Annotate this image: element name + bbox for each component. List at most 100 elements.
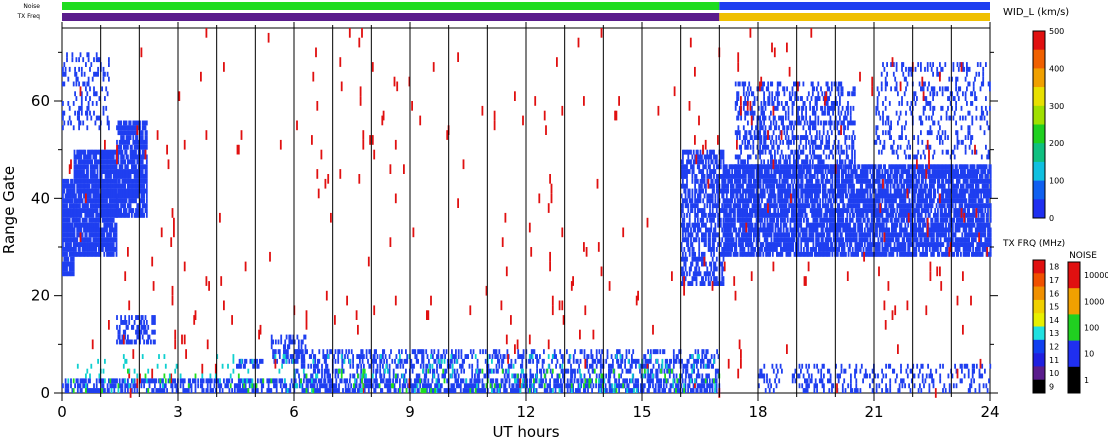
- data-cell: [139, 320, 141, 325]
- data-cell: [391, 358, 394, 364]
- data-cell: [375, 373, 377, 379]
- data-cell: [758, 227, 761, 233]
- data-cell: [434, 358, 437, 364]
- data-cell: [819, 217, 822, 223]
- data-cell: [732, 174, 735, 179]
- data-cell: [753, 198, 755, 204]
- data-cell: [139, 203, 141, 209]
- data-cell: [197, 378, 200, 384]
- data-cell: [498, 363, 501, 369]
- data-cell: [801, 203, 804, 209]
- data-cell: [715, 164, 718, 170]
- data-cell: [121, 139, 124, 145]
- data-cell: [746, 242, 748, 247]
- data-cell: [110, 174, 112, 179]
- data-cell: [120, 169, 122, 174]
- data-cell: [691, 232, 694, 238]
- data-cell: [274, 349, 277, 355]
- data-cell: [140, 154, 143, 160]
- data-cell: [831, 212, 834, 218]
- data-cell: [789, 203, 792, 209]
- data-cell: [714, 368, 717, 374]
- data-cell: [688, 188, 691, 194]
- data-cell: [605, 373, 608, 379]
- data-cell: [799, 203, 801, 209]
- data-cell: [721, 174, 724, 179]
- data-cell: [649, 358, 652, 364]
- data-cell: [769, 247, 771, 252]
- data-cell: [649, 349, 652, 355]
- data-cell: [71, 212, 74, 218]
- data-cell: [766, 251, 769, 257]
- data-cell: [711, 188, 714, 194]
- data-cell: [304, 334, 307, 340]
- data-cell: [759, 193, 762, 199]
- data-cell: [235, 383, 237, 389]
- data-cell: [722, 266, 725, 272]
- data-cell: [267, 378, 270, 384]
- data-cell: [118, 139, 121, 145]
- data-cell: [739, 193, 742, 199]
- data-cell: [739, 227, 742, 233]
- data-cell: [63, 222, 66, 228]
- data-cell: [705, 261, 707, 267]
- data-cell: [762, 208, 765, 213]
- data-cell: [721, 154, 724, 160]
- data-cell: [476, 358, 479, 364]
- data-cell: [477, 383, 480, 389]
- data-cell: [74, 71, 76, 77]
- data-cell: [85, 86, 87, 92]
- data-cell: [160, 388, 163, 393]
- data-cell: [63, 81, 66, 87]
- data-cell: [668, 363, 671, 369]
- data-cell: [412, 388, 415, 393]
- data-cell: [101, 86, 103, 92]
- data-cell: [742, 242, 744, 247]
- data-cell: [652, 363, 655, 369]
- data-cell: [714, 378, 717, 384]
- data-cell: [709, 247, 711, 252]
- data-cell: [359, 354, 361, 359]
- data-cell: [780, 227, 782, 233]
- data-cell: [64, 212, 67, 218]
- data-cell: [724, 232, 727, 238]
- data-cell: [143, 203, 145, 209]
- data-cell: [70, 256, 72, 262]
- data-cell: [108, 188, 111, 194]
- data-cell: [695, 203, 698, 209]
- data-cell: [83, 383, 86, 389]
- data-cell: [127, 159, 129, 165]
- data-cell: [285, 354, 288, 359]
- data-cell: [785, 203, 788, 209]
- data-cell: [152, 329, 155, 335]
- data-cell: [375, 358, 377, 364]
- data-cell: [463, 383, 466, 389]
- data-cell: [122, 130, 125, 136]
- data-cell: [292, 339, 295, 345]
- data-cell: [650, 378, 653, 384]
- data-cell: [363, 378, 366, 384]
- data-cell: [780, 203, 782, 209]
- data-cell: [807, 183, 809, 189]
- data-cell: [127, 164, 129, 170]
- data-cell: [114, 169, 116, 174]
- data-cell: [92, 203, 95, 209]
- data-cell: [491, 354, 494, 359]
- data-cell: [110, 188, 112, 194]
- data-cell: [75, 203, 77, 209]
- data-cell: [683, 164, 686, 170]
- data-cell: [131, 149, 133, 155]
- data-cell: [699, 169, 702, 174]
- data-cell: [629, 363, 632, 369]
- data-cell: [111, 212, 114, 218]
- data-cell: [599, 358, 602, 364]
- data-cell: [744, 178, 747, 184]
- data-cell: [721, 281, 724, 286]
- data-cell: [104, 388, 106, 393]
- data-cell: [618, 363, 621, 369]
- data-cell: [830, 222, 832, 228]
- data-cell: [359, 358, 361, 364]
- data-cell: [503, 373, 506, 379]
- data-cell: [140, 139, 143, 145]
- data-cell: [299, 349, 301, 355]
